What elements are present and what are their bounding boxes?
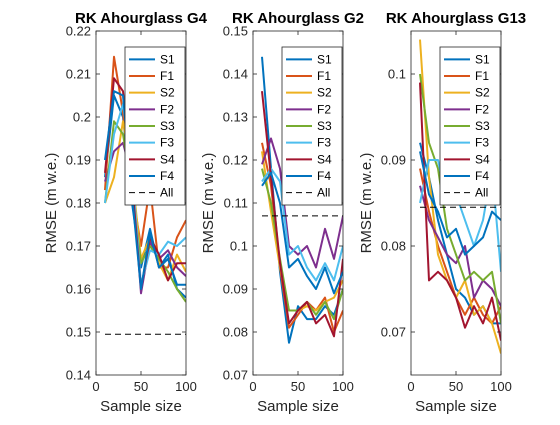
- legend-label-s1: S1: [475, 52, 490, 66]
- series-line-s3: [104, 120, 186, 303]
- legend-label-f1: F1: [475, 69, 489, 83]
- panel-title: RK Ahourglass G4: [75, 10, 208, 27]
- x-axis-label: Sample size: [100, 398, 182, 415]
- legend-label-s3: S3: [160, 119, 175, 133]
- y-tick-label: 0.15: [223, 24, 248, 39]
- series-line-f3: [261, 167, 343, 282]
- x-tick-label: 50: [134, 379, 148, 394]
- x-axis-label: Sample size: [257, 398, 339, 415]
- y-tick-label: 0.21: [66, 67, 91, 82]
- y-axis-label: RMSE (m w.e.): [43, 153, 60, 254]
- legend: S1 F1 S2 F2 S3 F3 S4 F4 All: [439, 46, 501, 206]
- y-tick-label: 0.09: [223, 282, 248, 297]
- y-tick-label: 0.14: [66, 368, 91, 383]
- legend-label-f3: F3: [475, 136, 489, 150]
- legend-label-s3: S3: [317, 119, 332, 133]
- y-tick-label: 0.12: [223, 153, 248, 168]
- panel-title: RK Ahourglass G13: [386, 10, 526, 27]
- y-tick-label: 0.15: [66, 325, 91, 340]
- y-tick-label: 0.09: [381, 153, 406, 168]
- legend-label-all: All: [475, 186, 488, 200]
- y-tick-label: 0.11: [224, 196, 248, 211]
- series-group: [419, 39, 501, 354]
- legend-label-f2: F2: [317, 102, 331, 116]
- series-line-f4: [104, 90, 186, 290]
- x-tick-label: 0: [92, 379, 99, 394]
- legend-label-f4: F4: [475, 169, 489, 183]
- y-tick-label: 0.17: [66, 239, 91, 254]
- legend-label-all: All: [160, 186, 173, 200]
- legend: S1 F1 S2 F2 S3 F3 S4 F4 All: [281, 46, 343, 206]
- chart-panel-1: 0 50 100 0.14 0.15 0.16 0.17 0.18 0.19 0.2 0.21 0.2…: [43, 10, 208, 415]
- legend-label-all: All: [317, 186, 330, 200]
- legend-label-f2: F2: [160, 102, 174, 116]
- series-line-f2: [419, 185, 501, 307]
- y-tick-label: 0.14: [223, 67, 248, 82]
- legend-label-f4: F4: [317, 169, 331, 183]
- y-tick-label: 0.18: [66, 196, 91, 211]
- x-tick-label: 100: [175, 379, 197, 394]
- legend-label-f2: F2: [475, 102, 489, 116]
- y-tick-label: 0.22: [66, 24, 91, 39]
- series-group: [104, 55, 186, 335]
- x-tick-label: 100: [490, 379, 512, 394]
- x-tick-label: 50: [291, 379, 305, 394]
- y-tick-label: 0.2: [73, 110, 91, 125]
- y-tick-label: 0.1: [230, 239, 248, 254]
- y-axis-label: RMSE (m w.e.): [358, 153, 375, 254]
- series-line-f4: [419, 151, 501, 256]
- legend-label-s2: S2: [475, 86, 490, 100]
- y-axis-label: RMSE (m w.e.): [200, 153, 217, 254]
- y-tick-label: 0.08: [223, 325, 248, 340]
- panel-title: RK Ahourglass G2: [232, 10, 364, 27]
- legend-label-s2: S2: [317, 86, 332, 100]
- legend-label-f3: F3: [160, 136, 174, 150]
- x-tick-label: 0: [249, 379, 256, 394]
- x-axis-label: Sample size: [415, 398, 497, 415]
- y-tick-label: 0.13: [223, 110, 248, 125]
- series-line-s3: [419, 73, 501, 324]
- series-group: [261, 56, 343, 344]
- chart-panel-2: 0 50 100 0.07 0.08 0.09 0.1 0.11 0.12 0.13 0.14 0.1…: [200, 10, 364, 415]
- legend-label-s4: S4: [317, 152, 332, 166]
- series-line-s4: [419, 82, 501, 341]
- chart-panel-3: 0 50 100 0.07 0.08 0.09 0.1 Sample size RMSE (m …: [358, 10, 526, 415]
- legend-label-f1: F1: [317, 69, 331, 83]
- series-line-s4: [261, 91, 343, 338]
- legend-label-s1: S1: [160, 52, 175, 66]
- legend: S1 F1 S2 F2 S3 F3 S4 F4 All: [124, 46, 186, 206]
- x-tick-label: 50: [449, 379, 463, 394]
- y-tick-label: 0.1: [388, 67, 406, 82]
- legend-label-f3: F3: [317, 136, 331, 150]
- y-tick-label: 0.07: [381, 325, 406, 340]
- legend-label-f4: F4: [160, 169, 174, 183]
- series-line-s2: [104, 120, 186, 282]
- y-tick-label: 0.07: [223, 368, 248, 383]
- legend-label-s4: S4: [475, 152, 490, 166]
- legend-label-s2: S2: [160, 86, 175, 100]
- series-line-f2: [261, 137, 343, 269]
- y-tick-label: 0.08: [381, 239, 406, 254]
- series-line-f4: [261, 171, 343, 295]
- legend-label-s4: S4: [160, 152, 175, 166]
- x-tick-label: 0: [407, 379, 414, 394]
- legend-label-s1: S1: [317, 52, 332, 66]
- legend-label-s3: S3: [475, 119, 490, 133]
- series-line-s2: [261, 151, 343, 312]
- y-tick-label: 0.16: [66, 282, 91, 297]
- series-line-s2: [419, 39, 501, 354]
- x-tick-label: 100: [332, 379, 354, 394]
- legend-label-f1: F1: [160, 69, 174, 83]
- y-tick-label: 0.19: [66, 153, 91, 168]
